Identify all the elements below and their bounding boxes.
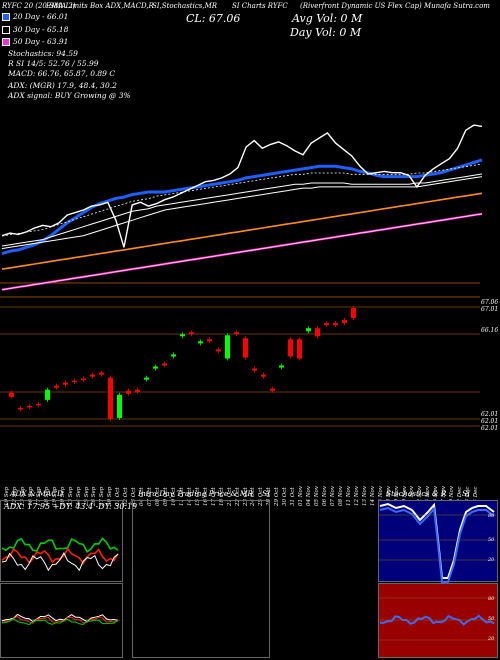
candle xyxy=(261,374,266,377)
candle xyxy=(153,366,158,369)
adx-signal-readout: ADX signal: BUY Growing @ 3% xyxy=(8,91,131,100)
macd-line xyxy=(1,613,119,623)
legend-swatch xyxy=(2,37,10,46)
candle xyxy=(234,332,239,335)
candle xyxy=(27,405,32,408)
stoch-axis-tick: 50 xyxy=(488,537,495,543)
ma-line-100-day xyxy=(1,192,483,270)
candle xyxy=(81,378,86,381)
macd-readout: MACD: 66.76, 65.87, 0.89 C xyxy=(8,69,116,78)
stochastics-readout: Stochastics: 94.59 xyxy=(8,49,78,58)
adx-values: ADX: 17.95 +DY: 43.4 -DY: 30.19 xyxy=(4,502,138,511)
candle xyxy=(180,334,185,337)
price-tick: 62.01 xyxy=(481,418,499,425)
macd-panel xyxy=(0,583,123,658)
macd-signal-line xyxy=(1,615,119,624)
price-tick: 66.16 xyxy=(481,327,499,334)
stochastics-panel-title: Stochastics & R xyxy=(386,489,447,498)
price-tick: 62.01 xyxy=(481,425,499,432)
price-tick: 67.01 xyxy=(481,306,499,313)
candle xyxy=(126,390,131,394)
candle xyxy=(18,407,23,410)
candle xyxy=(270,388,275,391)
adx-line xyxy=(1,552,119,572)
ma-line-50-day xyxy=(1,176,483,250)
macd-histogram-line xyxy=(1,618,119,626)
legend-20-day: 20 Day - 66.01 xyxy=(2,12,68,21)
candle xyxy=(9,392,14,397)
candle xyxy=(324,323,329,326)
legend-swatch xyxy=(2,25,10,34)
legend-swatch xyxy=(2,12,10,21)
stochastics-panel-si: SI xyxy=(462,489,471,498)
candle xyxy=(306,328,311,332)
legend-30-day: 30 Day - 65.18 xyxy=(2,25,68,34)
candle xyxy=(189,332,194,335)
candle xyxy=(207,339,212,342)
candle xyxy=(171,354,176,357)
intraday-panel-si: SI xyxy=(262,489,271,498)
ma-line-20-day xyxy=(1,158,483,256)
candle xyxy=(54,385,59,388)
day-volume: Day Vol: 0 M xyxy=(290,26,362,39)
candle xyxy=(36,403,41,406)
main-price-chart xyxy=(0,124,483,427)
plus-di-line xyxy=(1,537,119,553)
rsi-axis-tick: 80 xyxy=(488,596,495,602)
candle xyxy=(72,380,77,383)
header-line1-c: SI,Stochastics,MR xyxy=(152,2,218,10)
candle xyxy=(135,389,140,392)
candle xyxy=(288,339,293,357)
stoch-axis-tick: 20 xyxy=(488,557,495,563)
rsi-panel xyxy=(378,583,498,658)
candle xyxy=(63,382,68,385)
adx-panel-title: ADX & MACD xyxy=(10,489,64,498)
price-tick: 67.06 xyxy=(481,299,499,306)
header-line1-left: RYFC 20 (20 SMA 2) xyxy=(2,2,76,10)
candle xyxy=(99,372,104,375)
stochastic-d-line xyxy=(379,506,495,583)
avg-volume: Avg Vol: 0 M xyxy=(292,12,363,25)
header-line1-b: EMA Limits Box ADX,MACD,R xyxy=(46,2,154,10)
price-tick: 62.01 xyxy=(481,411,499,418)
adx-readout: ADX: (MGR) 17.9, 48.4, 30.2 xyxy=(8,81,117,90)
rsi-line xyxy=(380,614,495,626)
candle xyxy=(45,389,50,400)
candle xyxy=(351,308,356,319)
candle xyxy=(162,363,167,366)
candle xyxy=(342,320,347,324)
ma-line-200-day-highlight xyxy=(1,213,483,290)
header-line1-e: (Riverfront Dynamic US Flex Cap) Munafa … xyxy=(300,2,490,10)
candle xyxy=(216,349,221,352)
candle xyxy=(279,365,284,368)
intraday-panel-title: Intra Day Trading Price & MR xyxy=(138,489,254,498)
candle xyxy=(252,368,257,371)
candle xyxy=(315,328,320,337)
candle xyxy=(225,335,230,359)
candle xyxy=(243,338,248,358)
rsi-axis-tick: 50 xyxy=(488,616,495,622)
header-line1-d: SI Charts RYFC xyxy=(232,2,288,10)
candle xyxy=(117,394,122,418)
rsi-axis-tick: 20 xyxy=(488,636,495,642)
ma-line-30-day xyxy=(1,173,483,247)
adx-panel xyxy=(0,500,123,582)
candle xyxy=(333,323,338,326)
candle xyxy=(198,341,203,344)
minus-di-line xyxy=(1,547,119,565)
close-label: CL: 67.06 xyxy=(186,12,241,25)
price-line xyxy=(1,124,483,248)
candle xyxy=(108,377,113,419)
stoch-axis-tick: 80 xyxy=(488,513,495,519)
candle xyxy=(144,377,149,380)
intraday-panel xyxy=(132,500,270,658)
legend-50-day: 50 Day - 63.91 xyxy=(2,37,68,46)
candle xyxy=(90,374,95,377)
rsi-readout: R SI 14/5: 52.76 / 55.99 xyxy=(8,59,99,68)
candle xyxy=(297,339,302,359)
